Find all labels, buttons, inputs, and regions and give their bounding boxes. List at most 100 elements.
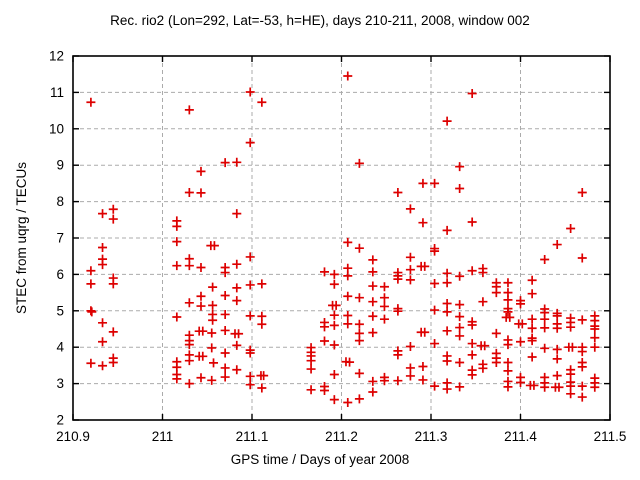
data-point-marker [329,370,339,379]
data-point-marker [467,320,477,330]
data-point-marker [245,87,255,97]
data-point-marker [393,306,403,316]
data-point-marker [503,278,513,288]
data-point-marker [86,279,96,289]
data-point-marker [516,378,525,388]
data-point-marker [343,71,353,81]
data-point-marker [480,341,490,351]
data-point-marker [245,380,255,390]
data-point-marker [527,314,537,324]
data-point-marker [198,326,208,336]
data-point-marker [368,267,378,277]
data-point-marker [430,381,440,391]
data-point-marker [467,217,477,227]
data-point-marker [418,178,428,188]
data-point-marker [329,269,339,279]
data-point-marker [245,252,255,262]
data-point-marker [455,183,465,193]
data-point-marker [442,356,452,366]
data-point-marker [503,366,513,376]
y-tick-label: 5 [56,303,64,318]
data-point-marker [503,295,513,305]
data-point-marker [529,380,539,390]
data-point-marker [245,348,255,358]
data-point-marker [552,311,562,321]
data-point-marker [319,267,329,277]
data-point-marker [319,322,329,332]
data-point-marker [306,356,316,366]
data-point-marker [98,209,108,219]
data-point-marker [207,375,217,385]
data-point-marker [329,395,339,405]
data-point-marker [354,158,364,168]
data-point-marker [552,323,562,333]
data-point-marker [172,221,182,231]
data-point-marker [345,357,355,367]
data-point-marker [527,289,537,299]
data-point-marker [379,314,389,324]
data-point-marker [577,188,587,197]
data-point-marker [368,281,378,291]
data-point-marker [343,311,353,321]
data-point-marker [491,328,501,338]
x-tick-label: 211.2 [325,429,358,444]
data-point-marker [220,268,230,278]
data-point-marker [491,357,501,367]
data-point-marker [368,387,378,397]
y-tick-label: 11 [50,85,64,100]
data-point-marker [516,337,525,347]
data-point-marker [379,301,389,311]
x-axis-label: GPS time / Days of year 2008 [0,452,640,467]
data-point-marker [368,255,378,265]
data-point-marker [108,357,118,367]
data-point-marker [478,268,488,278]
data-point-marker [467,88,477,98]
x-tick-label: 211.5 [594,429,627,444]
data-point-marker [442,225,452,235]
data-point-marker [208,282,218,292]
data-point-marker [257,279,267,289]
data-point-marker [517,319,527,329]
data-point-marker [245,280,255,290]
data-point-marker [577,347,587,357]
data-point-marker [108,214,118,224]
data-point-marker [343,398,353,408]
data-point-marker [184,261,194,271]
data-point-marker [234,329,244,339]
data-point-marker [540,314,550,324]
data-point-marker [442,299,452,309]
data-point-marker [503,382,513,392]
data-point-marker [184,105,194,115]
data-point-marker [379,293,389,303]
data-point-marker [405,252,415,262]
data-point-marker [172,374,182,384]
y-axis-label-text: STEC from uqrg / TECUs [14,161,29,315]
data-point-marker [455,382,465,392]
data-point-marker [516,299,525,309]
data-point-marker [331,300,341,310]
data-point-marker [368,311,378,321]
data-point-marker [86,97,96,107]
data-point-marker [220,158,230,168]
data-point-marker [393,274,403,284]
data-point-marker [430,178,440,188]
data-point-marker [478,297,488,307]
data-point-marker [343,291,353,301]
data-point-marker [184,188,194,197]
data-point-marker [306,364,316,374]
y-tick-label: 2 [56,413,64,428]
data-point-marker [405,363,415,373]
data-point-marker [343,263,353,273]
data-point-marker [98,361,108,371]
data-point-marker [430,246,440,256]
data-point-marker [184,379,194,389]
data-point-marker [577,253,587,263]
data-point-marker [430,339,440,349]
data-point-marker [172,237,182,247]
data-point-marker [405,341,415,351]
data-point-marker [566,369,576,379]
data-point-marker [245,311,255,321]
data-point-marker [368,328,378,338]
data-point-marker [196,188,206,198]
